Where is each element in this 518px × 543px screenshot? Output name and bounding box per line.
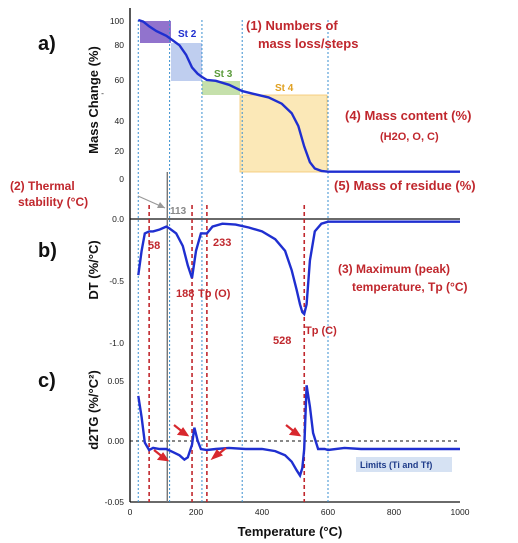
peak-188-label: 188 [176,288,194,300]
annotation-1-line1: (1) Numbers of [246,18,338,33]
peak-58-label: 58 [148,240,160,252]
annotation-3-line1: (3) Maximum (peak) [338,262,450,276]
step-1-region [140,21,171,43]
stability-arrowhead [157,202,165,208]
limits-box [356,457,452,472]
annotation-3-line2: temperature, Tp (°C) [352,280,467,294]
ytick-a-100: 100 [110,16,124,26]
mass-change-curve [137,18,460,173]
stability-value: 113 [170,206,187,217]
xtick-200: 200 [189,507,203,517]
red-arrows [153,424,302,462]
xtick-1000: 1000 [451,507,470,517]
step-4-label: St 4 [275,83,294,94]
ytick-a-0: 0 [119,174,124,184]
red-arrowhead-4 [288,427,302,437]
annotation-2-line2: stability (°C) [18,195,88,209]
xtick-0: 0 [128,507,133,517]
red-arrowhead-3 [210,449,223,461]
xtick-800: 800 [387,507,401,517]
annotation-5: (5) Mass of residue (%) [334,178,476,193]
dt-curve [137,220,460,317]
step-3-label: St 3 [214,69,233,80]
panel-b-ylabel: DT (%/°C) [86,240,101,299]
ytick-b-0: 0.0 [112,214,124,224]
step-4-region [239,94,328,173]
step-1-label: St 1 [147,10,166,21]
tp-c-label: Tp (C) [305,325,337,337]
annotation-4-line2: (H2O, O, C) [380,131,439,143]
limits-label: Limits (Ti and Tf) [360,460,432,470]
curves [137,18,460,479]
step-2-region [171,43,202,81]
guide-lines [137,20,329,502]
annotation-1-line2: mass loss/steps [258,36,358,51]
panel-a-ylabel: Mass Change (%) [86,46,101,154]
panel-a-letter: a) [38,33,56,55]
ytick-a-80: 80 [115,40,125,50]
panel-c-ylabel: d2TG (%/°C²) [86,370,101,450]
ytick-c-neg005: -0.05 [105,497,125,507]
x-axis-label: Temperature (°C) [238,524,343,539]
tp-o-label: Tp (O) [198,288,231,300]
red-arrowhead-1 [156,452,170,462]
peak-233-label: 233 [213,237,231,249]
annotation-4-line1: (4) Mass content (%) [345,108,471,123]
ytick-c-000: 0.00 [107,436,124,446]
ytick-a-20: 20 [115,146,125,156]
xtick-600: 600 [321,507,335,517]
ytick-b-10: -1.0 [109,338,124,348]
ytick-a-extra: - [101,88,104,98]
xtick-400: 400 [255,507,269,517]
ytick-a-40: 40 [115,116,125,126]
ytick-c-005: 0.05 [107,376,124,386]
annotation-2-line1: (2) Thermal [10,179,75,193]
panel-c-letter: c) [38,370,56,392]
step-2-label: St 2 [178,29,197,40]
peak-528-label: 528 [273,335,291,347]
panel-b-letter: b) [38,240,57,262]
d2tg-curve [137,385,460,479]
red-arrowhead-2 [176,427,190,437]
ytick-b-05: -0.5 [109,276,124,286]
ytick-a-60: 60 [115,75,125,85]
